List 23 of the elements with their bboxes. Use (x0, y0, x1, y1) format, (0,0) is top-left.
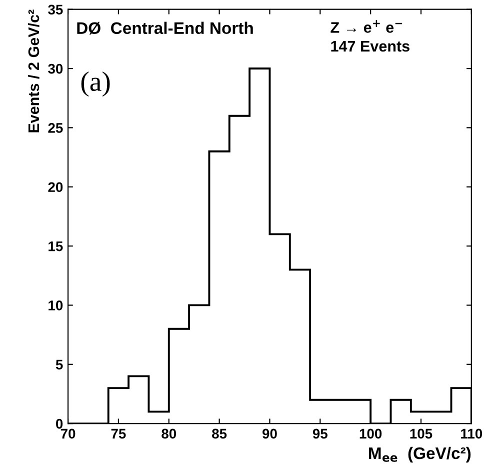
y-tick-label: 5 (56, 360, 63, 370)
x-tick-label: 110 (461, 428, 482, 439)
x-axis-title: M$_{ee}$ (GeV/c²) (369, 446, 471, 462)
x-tick-label: 105 (410, 428, 432, 439)
y-tick-label: 10 (48, 300, 63, 310)
x-tick-label: 85 (212, 428, 227, 439)
x-tick-label: 70 (60, 428, 76, 439)
y-axis-title: Events / 2 GeV/c² (28, 10, 40, 132)
y-tick-label: 0 (56, 418, 63, 429)
y-tick-label: 25 (48, 123, 63, 133)
annotation: DØ Central-End North (77, 22, 253, 34)
x-tick-label: 95 (312, 428, 328, 439)
x-tick-label: 90 (262, 428, 277, 439)
y-tick-label: 30 (48, 64, 63, 74)
y-tick-label: 20 (48, 182, 63, 192)
x-tick-label: 75 (111, 428, 126, 439)
annotation: (a) (81, 71, 110, 97)
x-tick-label: 100 (360, 428, 382, 439)
y-tick-label: 15 (48, 242, 63, 252)
x-tick-label: 80 (162, 428, 176, 439)
y-tick-label: 35 (48, 4, 63, 15)
annotation: Z → e$^{+}$ e$^{−}$ (330, 20, 402, 33)
annotation: 147 Events (331, 40, 410, 52)
